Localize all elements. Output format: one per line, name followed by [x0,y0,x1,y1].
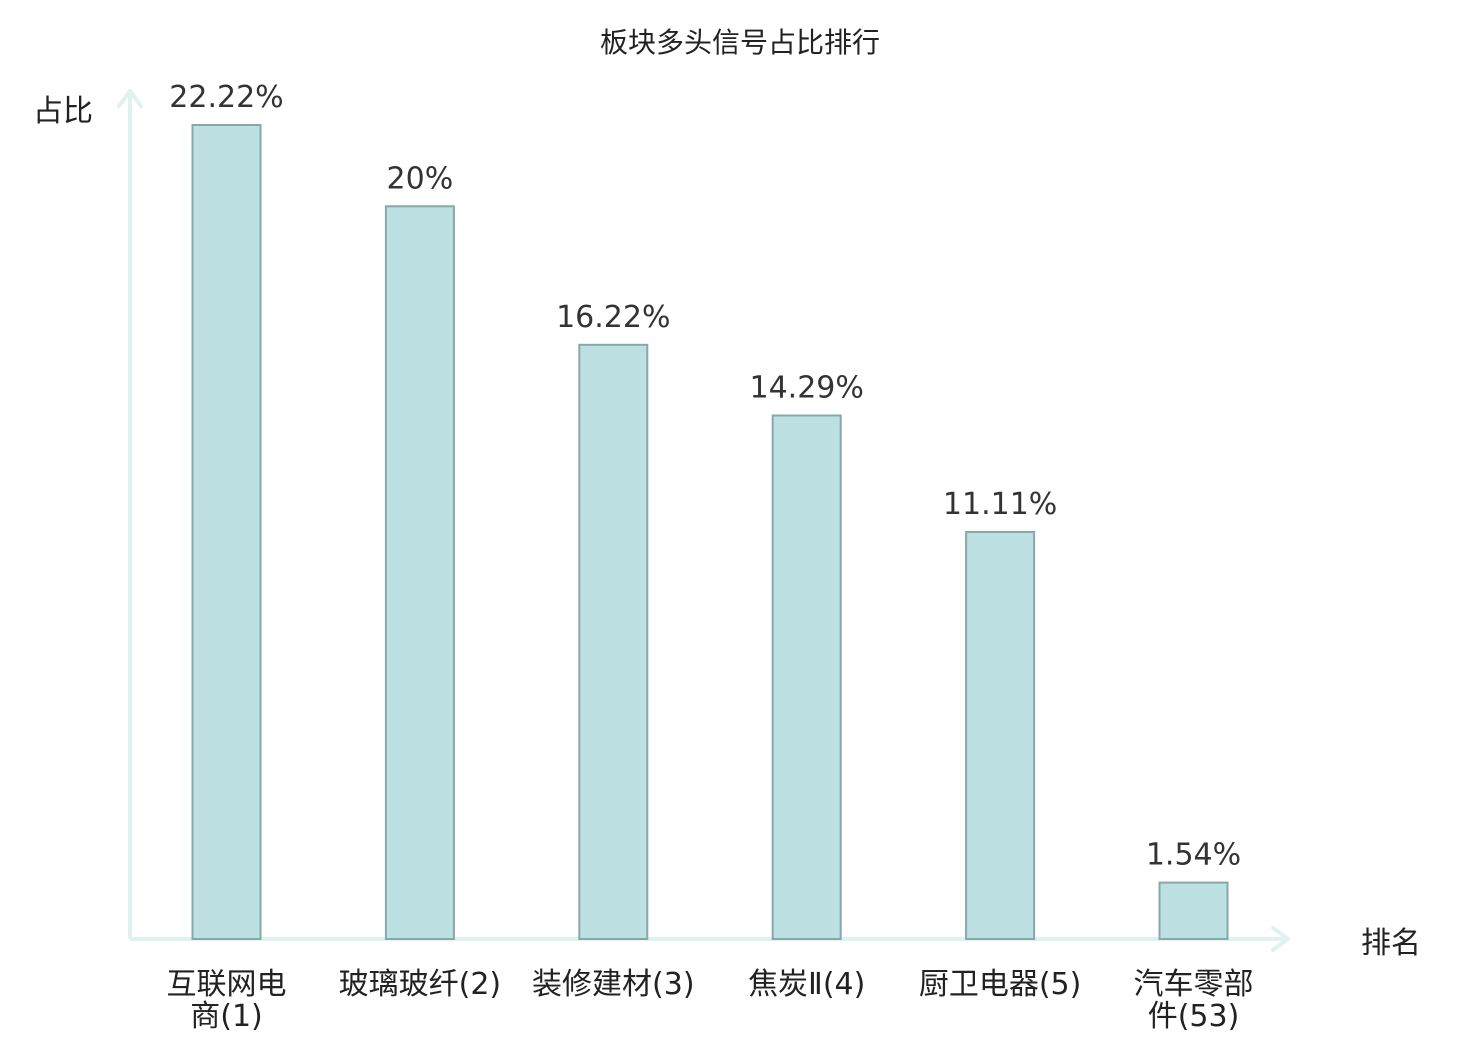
category-label-1: 互联网电商(1) [167,967,287,1034]
value-label-3: 16.22% [556,300,670,335]
category-label-line: 装修建材(3) [532,967,695,1002]
bar-2 [384,205,455,941]
category-label-4: 焦炭Ⅱ(4) [748,967,865,1002]
x-axis-label: 排名 [1361,926,1421,961]
bars-group [191,124,1229,941]
category-label-line: 商(1) [190,999,263,1034]
category-label-line: 焦炭Ⅱ(4) [748,967,865,1002]
axes [117,89,1290,952]
category-label-line: 厨卫电器(5) [919,967,1082,1002]
category-label-line: 汽车零部 [1134,967,1254,1002]
category-label-line: 互联网电 [167,967,287,1002]
bar-6 [1158,881,1229,940]
value-label-1: 22.22% [169,80,283,115]
category-label-3: 装修建材(3) [532,967,695,1002]
y-axis-label: 占比 [33,94,93,129]
category-label-6: 汽车零部件(53) [1134,967,1254,1034]
chart-title: 板块多头信号占比排行 [600,26,880,59]
value-label-2: 20% [387,161,454,196]
category-label-2: 玻璃玻纤(2) [339,967,502,1002]
category-labels-group: 互联网电商(1) 玻璃玻纤(2) 装修建材(3) 焦炭Ⅱ(4) 厨卫电器(5) 汽车零部件… [167,967,1254,1034]
bar-3 [578,343,649,940]
y-axis-arrow [117,89,143,108]
category-label-5: 厨卫电器(5) [919,967,1082,1002]
value-label-5: 11.11% [943,487,1057,522]
value-label-6: 1.54% [1146,838,1241,873]
category-label-line: 玻璃玻纤(2) [339,967,502,1002]
value-labels-group: 22.22% 20% 16.22% 14.29% 11.11% 1.54% [169,80,1241,873]
x-axis-arrow [1271,926,1290,952]
bar-1 [191,124,262,940]
value-label-4: 14.29% [750,371,864,406]
bar-5 [965,531,1036,940]
bar-4 [771,414,842,940]
category-label-line: 件(53) [1148,999,1240,1034]
